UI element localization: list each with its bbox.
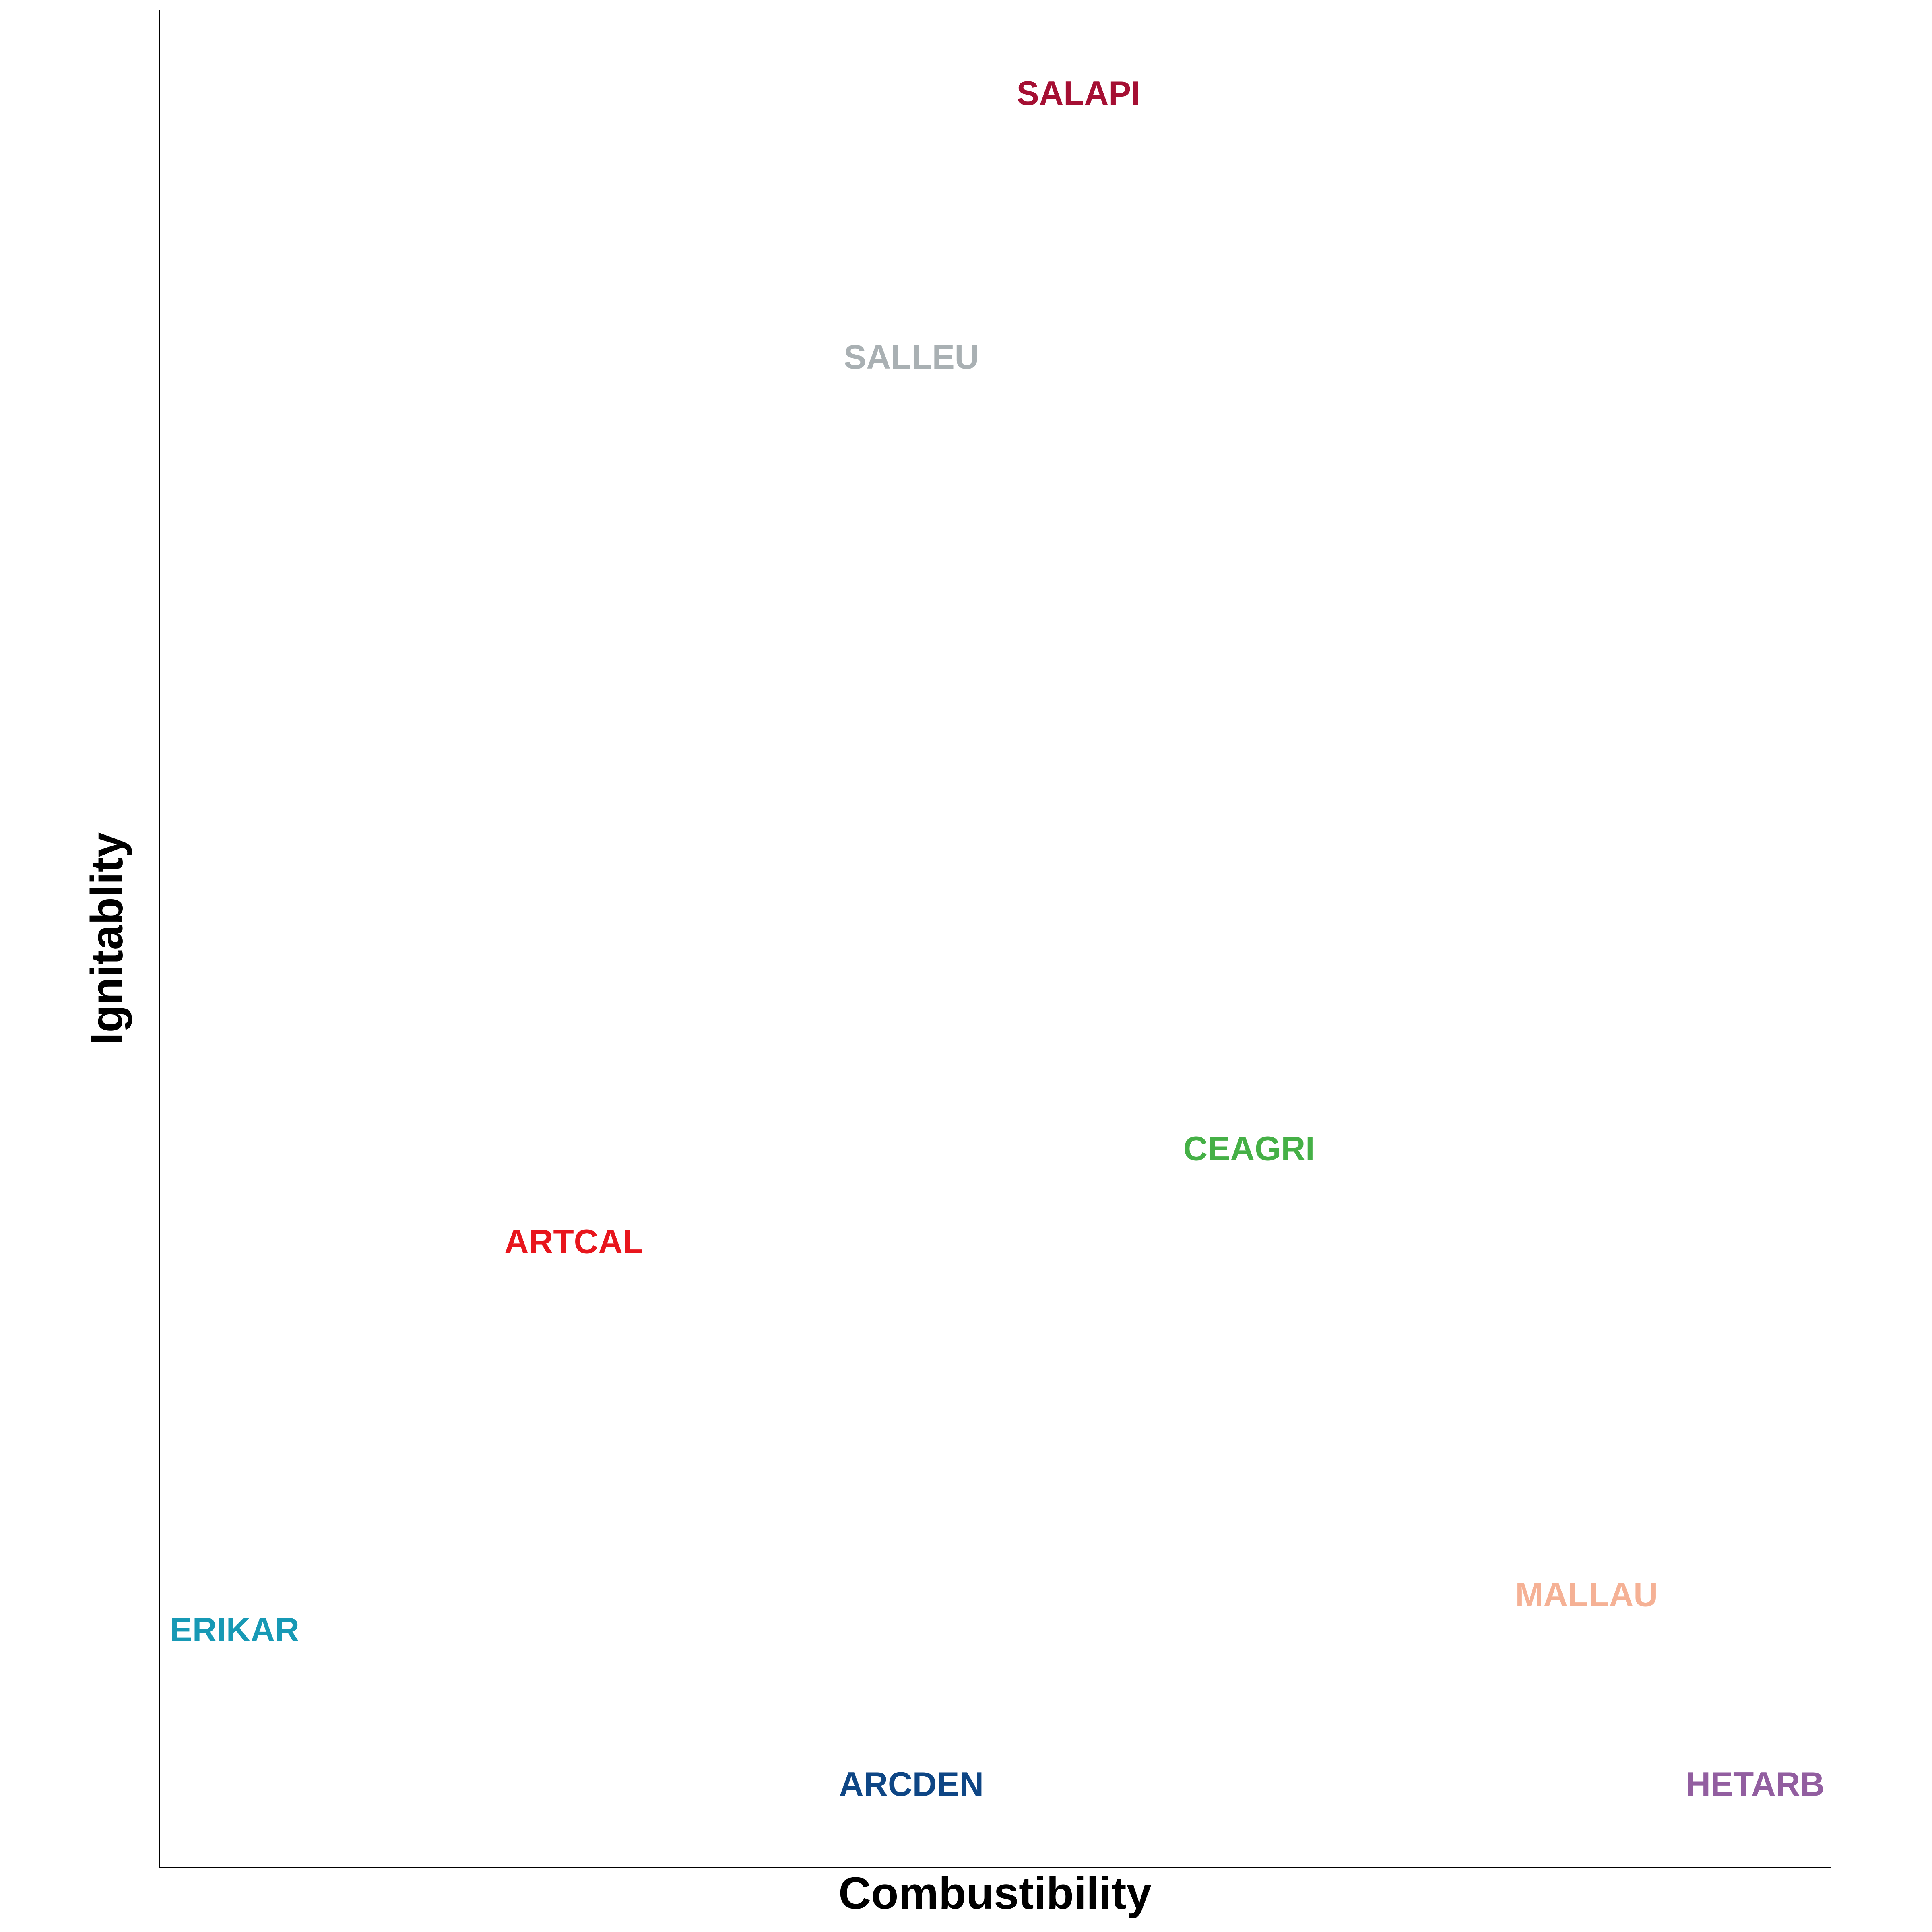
- x-axis-title: Combustibility: [838, 1868, 1152, 1918]
- point-label-artcal: ARTCAL: [504, 1222, 643, 1260]
- point-label-arcden: ARCDEN: [839, 1765, 984, 1803]
- point-label-ceagri: CEAGRI: [1183, 1130, 1315, 1168]
- chart-axes: [159, 10, 1831, 1868]
- point-label-salleu: SALLEU: [844, 338, 979, 376]
- point-label-erikar: ERIKAR: [170, 1611, 299, 1649]
- point-labels-layer: SALAPI SALLEU CEAGRI ARTCAL MALLAU ERIKAR ARCD…: [170, 74, 1825, 1803]
- point-label-salapi: SALAPI: [1017, 74, 1141, 112]
- point-label-mallau: MALLAU: [1515, 1575, 1658, 1613]
- point-label-hetarb: HETARB: [1686, 1765, 1825, 1803]
- y-axis-title: Ignitablity: [82, 832, 132, 1045]
